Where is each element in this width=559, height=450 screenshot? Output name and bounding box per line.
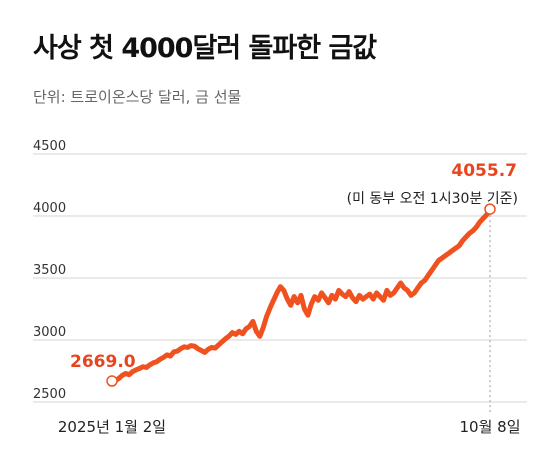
chart-subtitle: 단위: 트로이온스당 달러, 금 선물 <box>33 88 242 106</box>
y-tick-label: 3500 <box>33 263 66 278</box>
y-tick-label: 2500 <box>33 387 66 402</box>
end-point-marker <box>484 203 496 215</box>
y-tick-label: 4000 <box>33 201 66 216</box>
series-line <box>109 206 493 384</box>
start-value-label: 2669.0 <box>70 352 136 372</box>
grid-lines <box>33 153 527 403</box>
y-tick-label: 3000 <box>33 325 66 340</box>
end-note-label: (미 동부 오전 1시30분 기준) <box>347 191 518 207</box>
y-tick-label: 4500 <box>33 139 66 154</box>
end-value-label: 4055.7 <box>451 161 517 181</box>
x-label-start: 2025년 1월 2일 <box>58 418 166 436</box>
start-point-marker <box>106 375 118 387</box>
chart-title: 사상 첫 4000달러 돌파한 금값 <box>33 33 377 64</box>
x-label-end: 10월 8일 <box>460 418 521 436</box>
y-axis-ticks: 4500 4000 3500 3000 2500 <box>33 139 66 402</box>
